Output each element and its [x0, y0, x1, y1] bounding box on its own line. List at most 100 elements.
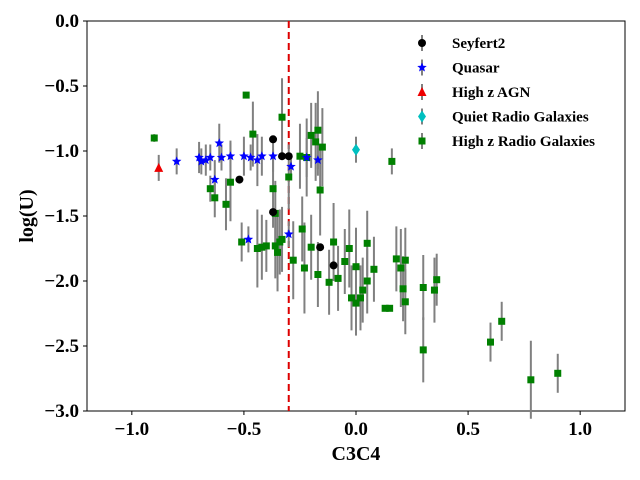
- data-point: [252, 155, 263, 165]
- data-point: [359, 286, 367, 294]
- data-point: [397, 264, 405, 272]
- data-point: [352, 299, 360, 307]
- data-point: [318, 143, 326, 151]
- data-point: [210, 174, 220, 184]
- data-point: [314, 126, 322, 134]
- y-tick-label: −1.5: [44, 206, 79, 227]
- x-axis-title: C3C4: [332, 443, 381, 465]
- data-point: [269, 185, 277, 193]
- data-point: [356, 294, 364, 302]
- data-point: [307, 131, 315, 139]
- legend-label: Quiet Radio Galaxies: [452, 110, 589, 126]
- data-point: [242, 91, 250, 99]
- data-point: [300, 264, 308, 272]
- data-point: [314, 271, 322, 278]
- data-point: [296, 152, 304, 160]
- y-axis-title: log(U): [16, 189, 38, 242]
- data-point: [245, 152, 256, 162]
- data-point: [154, 162, 164, 172]
- legend-marker: [417, 87, 427, 96]
- data-point: [171, 156, 182, 166]
- data-point: [225, 151, 236, 161]
- data-point: [329, 261, 338, 270]
- data-point: [433, 276, 441, 284]
- legend-marker: [418, 39, 426, 47]
- data-point: [392, 255, 400, 263]
- data-point: [419, 284, 427, 291]
- data-point: [194, 152, 204, 162]
- legend-label: Quasar: [452, 61, 500, 77]
- data-point: [325, 278, 333, 286]
- data-point: [262, 242, 270, 250]
- data-point: [269, 208, 278, 217]
- data-point: [381, 304, 389, 312]
- data-point: [214, 138, 225, 148]
- data-point: [271, 242, 279, 250]
- data-point: [216, 152, 227, 162]
- y-tick-label: 0.0: [55, 11, 79, 32]
- data-point: [298, 225, 306, 233]
- data-point: [386, 304, 394, 312]
- y-tick-label: −2.5: [44, 336, 79, 357]
- x-tick-label: 1.0: [568, 419, 592, 440]
- legend-marker: [418, 110, 426, 123]
- data-point: [312, 138, 320, 146]
- x-tick-label: −0.5: [227, 419, 262, 440]
- x-axis-ticks: −1.0 −0.5 0.0 0.5 1.0: [115, 411, 592, 440]
- data-point: [399, 285, 407, 293]
- data-point: [196, 156, 207, 166]
- data-point: [430, 286, 438, 294]
- data-point: [289, 256, 297, 264]
- data-point: [313, 155, 323, 165]
- x-tick-label: 0.5: [456, 419, 480, 440]
- data-point: [527, 376, 535, 384]
- data-point: [363, 239, 371, 247]
- data-point: [278, 113, 286, 121]
- data-point: [274, 248, 282, 256]
- data-point: [235, 175, 244, 184]
- data-point: [206, 185, 214, 193]
- data-markers: [150, 91, 562, 384]
- data-point: [268, 151, 278, 161]
- data-point: [307, 243, 315, 251]
- data-point: [257, 151, 267, 161]
- data-point: [370, 265, 378, 273]
- data-point: [352, 263, 360, 271]
- legend-marker: [418, 137, 426, 145]
- data-point: [348, 294, 356, 302]
- y-tick-label: −2.0: [44, 271, 79, 292]
- data-point: [239, 151, 249, 161]
- data-point: [352, 143, 360, 156]
- data-point: [401, 256, 409, 264]
- data-point: [243, 234, 254, 244]
- data-point: [226, 178, 234, 186]
- legend: Seyfert2 Quasar High z AGN Quiet Radio Gala…: [417, 35, 595, 150]
- data-point: [301, 152, 312, 162]
- legend-label: High z Radio Galaxies: [452, 134, 595, 150]
- data-point: [487, 338, 494, 346]
- error-bars: [153, 78, 559, 419]
- x-tick-label: 0.0: [344, 419, 368, 440]
- data-point: [419, 346, 427, 354]
- legend-marker: [417, 62, 427, 72]
- x-tick-label: −1.0: [115, 419, 150, 440]
- data-point: [283, 229, 294, 239]
- y-tick-label: −3.0: [44, 401, 79, 422]
- data-point: [401, 298, 409, 306]
- data-point: [341, 258, 349, 265]
- legend-label: High z AGN: [452, 85, 531, 101]
- y-tick-label: −1.0: [44, 141, 79, 162]
- data-point: [498, 317, 506, 325]
- data-point: [269, 135, 278, 144]
- y-axis-ticks: −3.0 −2.5 −2.0 −1.5 −1.0 −0.5 0.0: [44, 11, 87, 422]
- data-point: [211, 194, 219, 202]
- legend-label: Seyfert2: [452, 36, 505, 52]
- data-point: [363, 277, 371, 285]
- plot-frame: [86, 20, 626, 412]
- data-point: [238, 238, 246, 246]
- data-point: [334, 274, 342, 282]
- data-point: [249, 130, 257, 138]
- data-point: [285, 173, 293, 181]
- data-point: [316, 186, 324, 194]
